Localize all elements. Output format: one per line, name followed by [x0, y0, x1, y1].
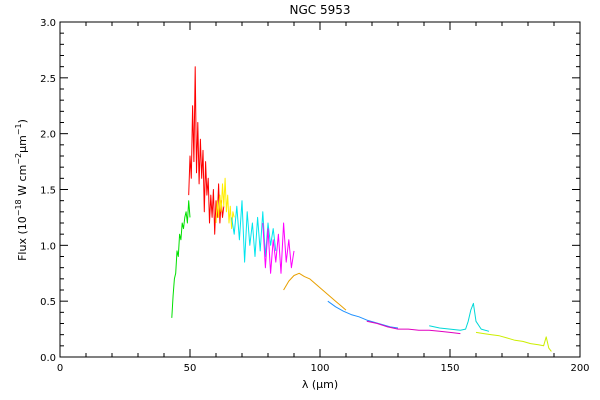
spectrum-segment-10: [475, 331, 552, 352]
spectrum-segment-3: [215, 177, 235, 230]
y-tick-label: 3.0: [40, 18, 56, 29]
spectrum-segment-2: [188, 66, 225, 235]
x-tick-label: 50: [184, 363, 197, 374]
x-tick-label: 200: [570, 363, 589, 374]
x-tick-label: 150: [440, 363, 459, 374]
y-tick-label: 0.0: [40, 353, 56, 364]
spectrum-segment-5: [262, 222, 295, 274]
y-tick-label: 1.0: [40, 241, 56, 252]
x-axis-label: λ (μm): [302, 378, 338, 391]
plot-frame: [59, 21, 581, 358]
spectrum-segment-7: [327, 300, 399, 329]
plot-area: 0 50 100 150 200 0.0 0.5 1.0 1.5 2.0 2.5 3.0: [40, 18, 589, 374]
y-axis-label: Flux (10−18 W cm−2μm−1): [14, 119, 29, 261]
spectrum-segment-9: [429, 302, 490, 332]
x-axis: 0 50 100 150 200: [57, 22, 590, 374]
y-tick-label: 0.5: [40, 297, 56, 308]
x-tick-label: 100: [310, 363, 329, 374]
y-tick-label: 1.5: [40, 186, 56, 197]
x-tick-label: 0: [57, 363, 63, 374]
spectrum-segment-4: [231, 200, 277, 263]
spectrum-segment-8: [366, 320, 461, 335]
y-tick-label: 2.5: [40, 74, 56, 85]
y-tick-label: 2.0: [40, 130, 56, 141]
spectrum-segment-6: [283, 272, 347, 311]
series-layer: [171, 66, 552, 352]
chart-title: NGC 5953: [289, 3, 350, 17]
spectrum-segment-1: [171, 200, 191, 318]
y-axis: 0.0 0.5 1.0 1.5 2.0 2.5 3.0: [40, 18, 580, 364]
